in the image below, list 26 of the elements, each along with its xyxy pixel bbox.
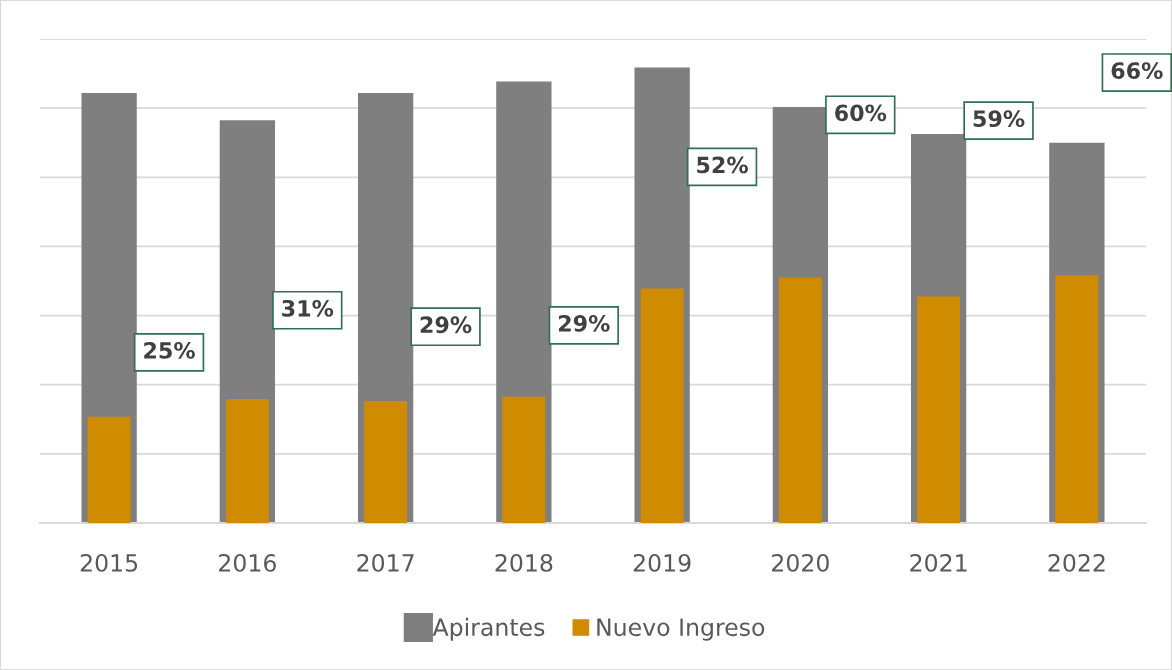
x-tick-label: 2018 bbox=[495, 553, 553, 572]
bar bbox=[87, 416, 131, 523]
x-tick-label: 2020 bbox=[772, 553, 829, 572]
x-tick-label: 2017 bbox=[357, 553, 414, 572]
annotation: 52% bbox=[697, 156, 748, 174]
annotation: 25% bbox=[144, 341, 195, 359]
bar bbox=[1055, 275, 1099, 523]
legend-label: Nuevo Ingreso bbox=[597, 618, 765, 641]
x-tick-label: 2019 bbox=[633, 553, 691, 572]
x-tick-label: 2022 bbox=[1048, 553, 1105, 572]
annotation: 59% bbox=[973, 110, 1025, 128]
bar bbox=[502, 396, 546, 523]
bar bbox=[917, 296, 961, 523]
annotation: 29% bbox=[420, 316, 472, 334]
legend-label: Apirantes bbox=[432, 617, 545, 641]
bar bbox=[364, 400, 408, 523]
bar bbox=[640, 288, 684, 523]
bar bbox=[225, 399, 269, 523]
annotation: 29% bbox=[558, 314, 610, 332]
annotation: 66% bbox=[1111, 62, 1163, 79]
annotation: 60% bbox=[835, 104, 887, 122]
x-tick-label: 2021 bbox=[910, 553, 967, 572]
x-tick-label: 2015 bbox=[80, 553, 138, 572]
bar bbox=[778, 277, 822, 523]
x-tick-label: 2016 bbox=[219, 553, 276, 572]
annotation: 31% bbox=[282, 299, 334, 317]
